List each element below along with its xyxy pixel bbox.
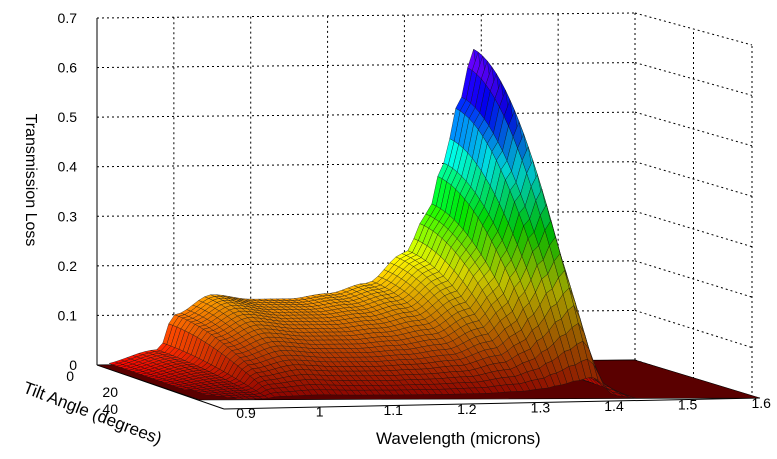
x-tick-label: 1 xyxy=(316,404,324,420)
side-wall-gridline xyxy=(634,12,753,46)
z-tick-label: 0 xyxy=(69,357,77,373)
back-wall-gridline xyxy=(96,111,636,118)
z-tick-label: 0.7 xyxy=(58,10,78,26)
tick-labels: 0 0.1 0.2 0.3 0.4 0.5 0.6 0.7 0.9 1 1.1 1.2 1.3 1.4 1.… xyxy=(58,10,772,421)
z-tick-label: 0.5 xyxy=(58,109,78,125)
back-wall-gridline xyxy=(96,12,636,19)
y-tick-label: 0 xyxy=(66,368,74,384)
x-axis-line xyxy=(223,397,761,410)
surface-cell xyxy=(624,394,636,399)
surface-mesh xyxy=(108,48,636,400)
x-tick-label: 1.2 xyxy=(457,401,477,417)
z-tick-label: 0.4 xyxy=(58,159,78,175)
z-tick-label: 0.2 xyxy=(58,258,78,274)
x-tick-label: 1.3 xyxy=(531,399,551,415)
x-tick-label: 1.6 xyxy=(751,395,771,411)
back-wall-gridline xyxy=(96,62,636,69)
back-wall-gridline xyxy=(96,210,636,217)
x-tick-label: 1.1 xyxy=(383,402,403,418)
back-wall-gridline xyxy=(96,161,636,168)
z-tick-label: 0.3 xyxy=(58,208,78,224)
x-axis-label: Wavelength (microns) xyxy=(376,429,541,448)
side-wall-grid xyxy=(634,12,753,399)
y-tick-label: 20 xyxy=(102,384,118,400)
y-tick-label: 40 xyxy=(102,401,118,417)
z-tick-label: 0.1 xyxy=(58,307,78,323)
x-tick-label: 0.9 xyxy=(236,405,256,421)
z-tick-label: 0.6 xyxy=(58,60,78,76)
x-tick-label: 1.4 xyxy=(604,398,624,414)
x-tick-label: 1.5 xyxy=(678,397,698,413)
y-axis-label: Tilt Angle (degrees) xyxy=(21,378,165,448)
z-axis-label: Transmission Loss xyxy=(22,114,39,247)
